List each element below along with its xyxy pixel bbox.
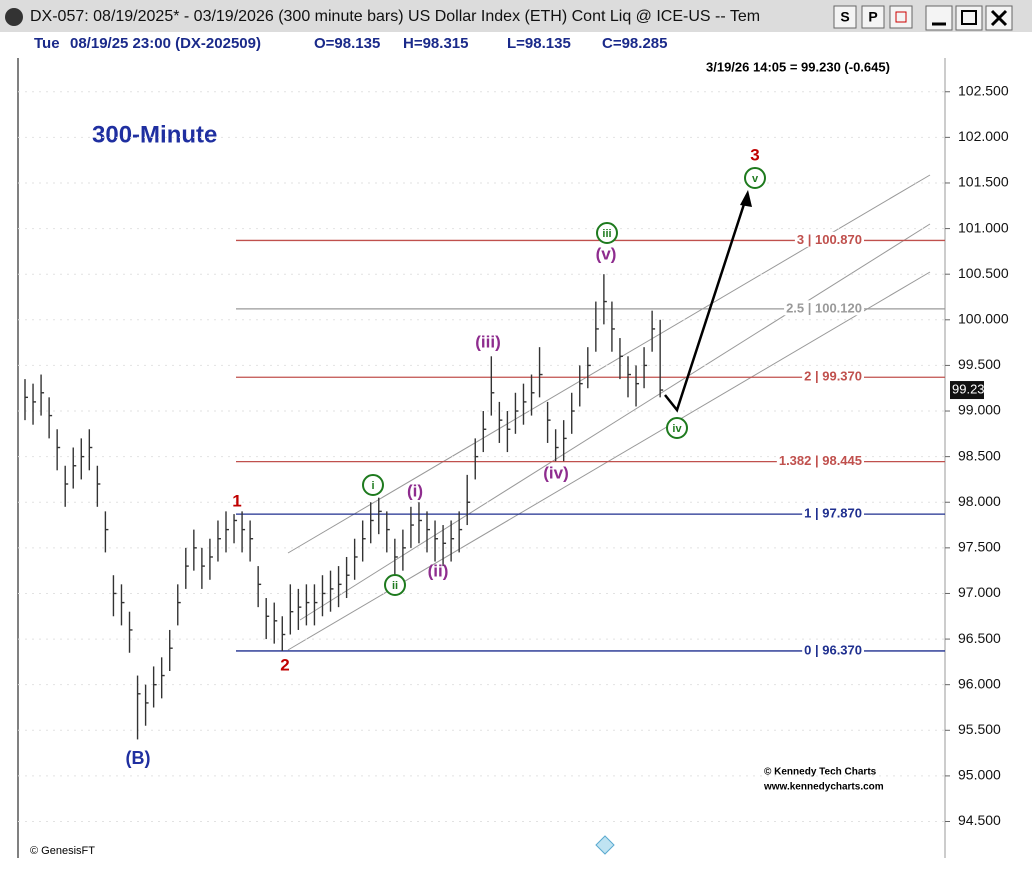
y-tick-label: 100.000: [958, 311, 1009, 327]
y-tick-label: 95.000: [958, 767, 1001, 783]
label-bg: [802, 368, 864, 384]
y-tick-label: 94.500: [958, 812, 1001, 828]
wave-circle: [744, 167, 766, 189]
wave-label: (B): [126, 748, 151, 768]
level-label: 1.382 | 98.445: [779, 453, 862, 468]
y-tick-label: 101.000: [958, 219, 1009, 235]
projection-arrow: [664, 197, 748, 413]
credit: www.kennedycharts.com: [763, 782, 884, 793]
label-bg: [794, 231, 864, 247]
wave-label: (i): [407, 481, 423, 500]
y-tick-label: 97.000: [958, 584, 1001, 600]
button-popout[interactable]: [889, 5, 913, 29]
y-tick-label: 96.000: [958, 675, 1001, 691]
icon: [895, 11, 907, 23]
wave-circle: [362, 474, 384, 496]
button-label: S: [840, 9, 849, 25]
last-price-label: 99.230: [952, 381, 992, 396]
label-bg: [802, 642, 864, 658]
wave-circles: [362, 167, 766, 596]
wave-label: iv: [672, 423, 682, 435]
button-close[interactable]: [985, 5, 1013, 31]
wave-label: (iv): [543, 463, 569, 482]
button-p[interactable]: [861, 5, 885, 29]
window-title: DX-057: 08/19/2025* - 03/19/2026 (300 mi…: [30, 8, 760, 25]
info-stamp: 08/19/25 23:00 (DX-202509): [70, 35, 261, 52]
credit: © Kennedy Tech Charts: [764, 767, 877, 778]
wave-label: iii: [602, 228, 611, 240]
wave-label: 1: [232, 491, 241, 510]
wave-label: (iii): [475, 332, 501, 351]
button-label: P: [868, 9, 877, 25]
logo: [595, 835, 615, 855]
y-tick-label: 99.000: [958, 402, 1001, 418]
level-label: 2.5 | 100.120: [786, 300, 862, 315]
wave-label: v: [752, 173, 759, 185]
wave-label: 3: [750, 145, 759, 164]
wave-label: i: [371, 480, 374, 492]
info-open: O=98.135: [314, 35, 380, 52]
info-low: L=98.135: [507, 35, 571, 52]
wave-circle: [596, 222, 618, 244]
button-maximize[interactable]: [955, 5, 983, 31]
status: 3/19/26 14:05 = 99.230 (-0.645): [706, 59, 890, 74]
y-tick-label: 96.500: [958, 630, 1001, 646]
y-tick-label: 98.500: [958, 447, 1001, 463]
app-icon: [5, 8, 23, 26]
credit: © GenesisFT: [30, 845, 95, 857]
icon: [961, 10, 977, 25]
last-price-box: [950, 381, 984, 400]
y-tick-label: 95.500: [958, 721, 1001, 737]
level-label: 0 | 96.370: [804, 642, 862, 657]
wave-label: 2: [280, 655, 289, 674]
button-minimize[interactable]: [925, 5, 953, 31]
y-tick-label: 101.500: [958, 174, 1009, 190]
wave-circle: [384, 574, 406, 596]
y-tick-label: 102.500: [958, 82, 1009, 98]
label-bg: [776, 453, 864, 469]
title-bar: [0, 0, 1032, 32]
level-label: 1 | 97.870: [804, 506, 862, 521]
wave-label: (ii): [428, 561, 449, 580]
wave-circle: [666, 417, 688, 439]
button-s[interactable]: [833, 5, 857, 29]
info-close: C=98.285: [602, 35, 667, 52]
label-bg: [802, 505, 864, 521]
marks: [18, 91, 945, 823]
y-tick-label: 99.500: [958, 356, 1001, 372]
icon: [990, 9, 1008, 27]
level-label: 3 | 100.870: [797, 232, 862, 247]
y-tick-label: 100.500: [958, 265, 1009, 281]
y-tick-label: 98.000: [958, 493, 1001, 509]
wave-label: ii: [392, 580, 398, 592]
y-tick-label: 97.500: [958, 539, 1001, 555]
channel-line: [299, 223, 931, 621]
info-high: H=98.315: [403, 35, 468, 52]
label-bg: [784, 300, 864, 316]
arrow-head: [740, 190, 752, 207]
y-tick-label: 102.000: [958, 128, 1009, 144]
chart-title: 300-Minute: [92, 121, 217, 148]
wave-label: (v): [596, 244, 617, 263]
info-day: Tue: [34, 35, 60, 52]
level-label: 2 | 99.370: [804, 369, 862, 384]
